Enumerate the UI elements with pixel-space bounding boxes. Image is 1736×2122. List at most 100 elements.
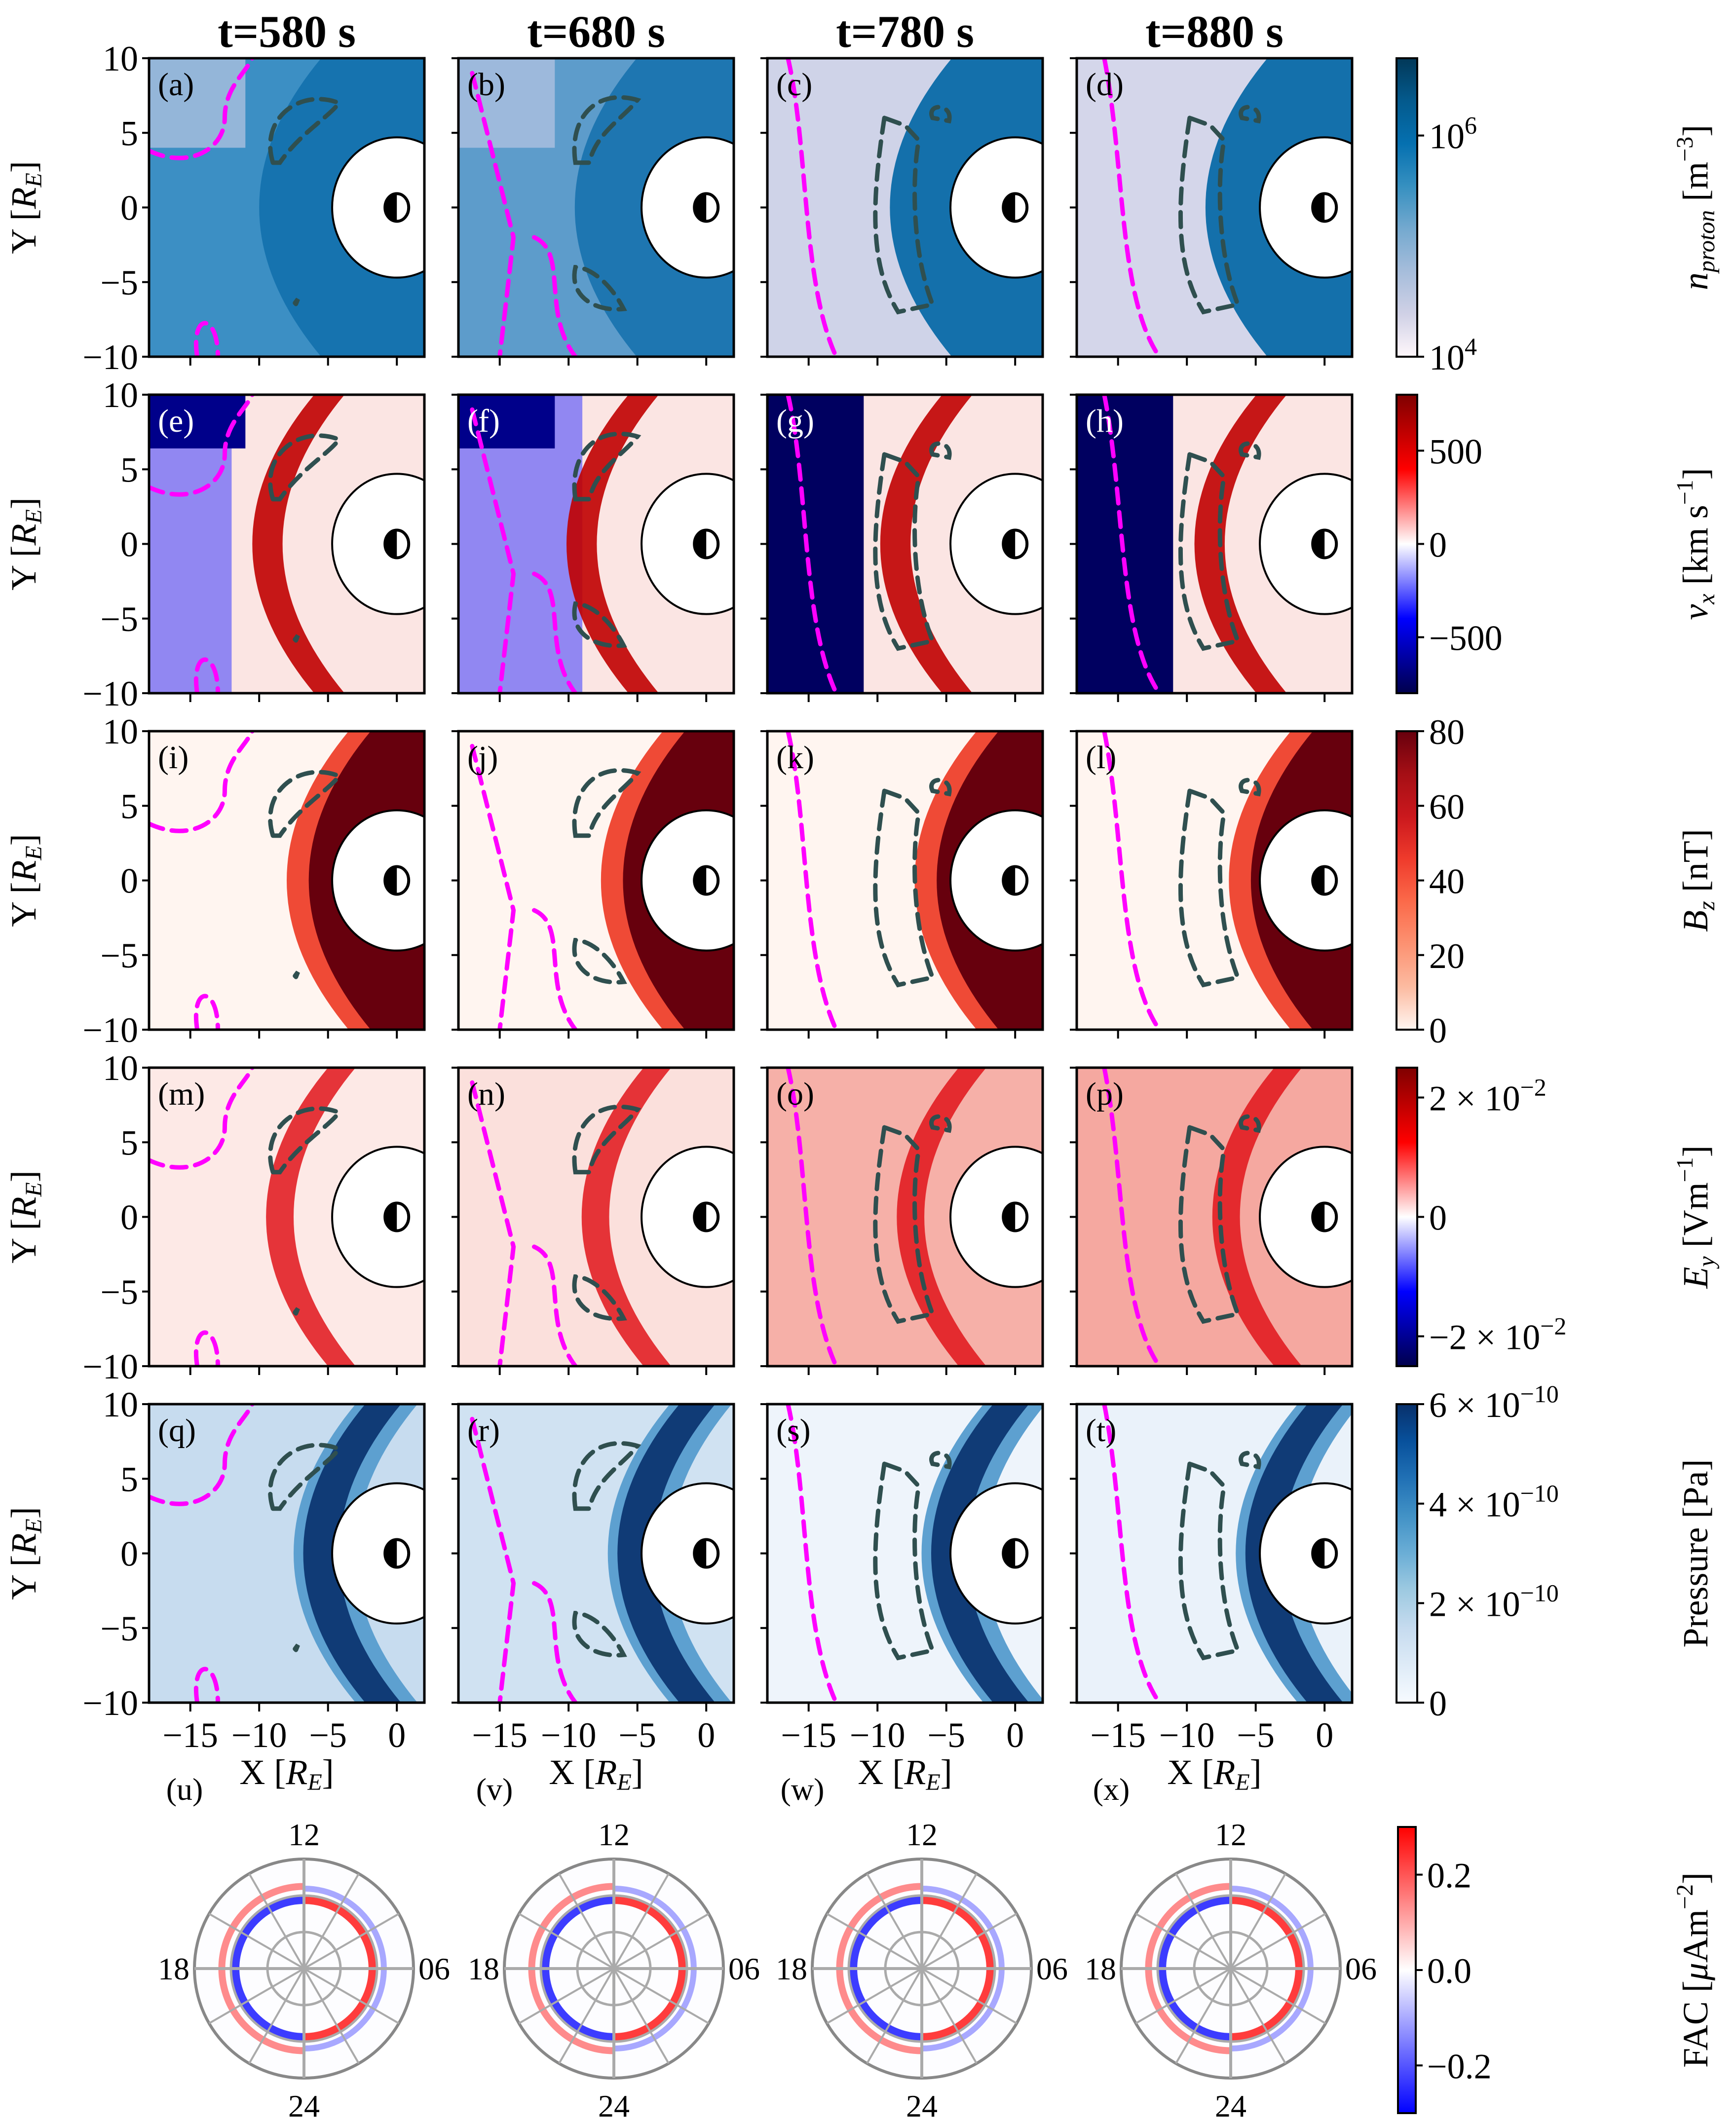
- y-tick-label: −5: [100, 1609, 138, 1648]
- earth-night-side: [385, 193, 397, 222]
- magenta-contour: [193, 1667, 220, 1703]
- x-tick-label: 0: [1316, 1715, 1333, 1755]
- y-tick-label: −10: [82, 1347, 138, 1386]
- polar-grid-spoke: [921, 1968, 978, 2064]
- strong-flow-patch: [149, 395, 246, 448]
- x-tick-label: 0: [697, 1715, 715, 1755]
- panel-letter: (d): [1086, 67, 1124, 103]
- mlt-label-24: 24: [288, 2088, 320, 2122]
- colorbar-tick-label: 2 × 10−10: [1429, 1579, 1559, 1624]
- panel-vx-2: (f): [452, 393, 735, 702]
- inner-boundary-circle: [641, 136, 734, 279]
- x-tick-label: −5: [309, 1715, 347, 1755]
- y-axis-label: Y [RE]: [4, 834, 47, 927]
- inner-boundary-circle: [331, 136, 424, 279]
- colorbar-tick-label: 20: [1429, 936, 1465, 976]
- panel-pressure-3: (s) −15 −10 −5 0 X [RE]: [760, 1403, 1044, 1795]
- slate-contour: [293, 634, 300, 643]
- x-tick-label: 0: [1006, 1715, 1024, 1755]
- x-tick-label: −15: [472, 1715, 528, 1755]
- polar-grid-spoke: [613, 1873, 670, 1970]
- slate-contour: [929, 778, 952, 797]
- polar-grid-spoke: [1230, 1968, 1326, 2024]
- magenta-contour: [531, 1581, 578, 1703]
- polar-grid-spoke: [613, 1968, 710, 2024]
- panel-letter: (b): [467, 67, 505, 103]
- polar-grid-spoke: [518, 1968, 614, 2024]
- colorbar-label: Pressure [Pa]: [1676, 1459, 1715, 1648]
- panel-letter: (f): [467, 403, 500, 439]
- panel-letter: (q): [158, 1413, 196, 1449]
- panel-letter: (e): [158, 403, 194, 439]
- panel-letter: (r): [467, 1413, 500, 1449]
- y-tick-label: 5: [120, 1123, 138, 1162]
- slate-contour: [1239, 105, 1261, 124]
- earth-night-side: [1313, 866, 1325, 894]
- panel-letter: (c): [776, 67, 812, 103]
- x-tick-label: 0: [388, 1715, 406, 1755]
- x-axis-label: X [RE]: [1167, 1752, 1261, 1795]
- panel-bz-1: (i) −10 −5 0 5 10 Y [RE]: [4, 712, 426, 1050]
- panel-bz-4: (l): [1070, 730, 1354, 1039]
- earth-night-side: [1313, 530, 1325, 558]
- polar-grid-spoke: [303, 1968, 360, 2064]
- polar-grid-spoke: [1230, 1873, 1286, 1970]
- mlt-label-18: 18: [468, 1951, 499, 1986]
- magenta-contour: [470, 744, 516, 1030]
- inner-boundary-circle: [331, 809, 424, 952]
- y-axis-label: Y [RE]: [4, 161, 47, 254]
- y-axis-label: Y [RE]: [4, 1507, 47, 1600]
- inner-boundary-circle: [949, 1482, 1043, 1625]
- y-tick-label: −5: [100, 936, 138, 975]
- mlt-label-06: 06: [728, 1951, 760, 1986]
- slate-contour: [293, 1643, 300, 1652]
- colorbar-tick-label: 40: [1429, 862, 1465, 901]
- magenta-contour: [470, 407, 516, 693]
- slate-contour: [572, 1441, 642, 1511]
- jet-band: [880, 395, 973, 693]
- magenta-contour: [786, 395, 838, 693]
- y-tick-label: −10: [82, 337, 138, 377]
- panel-letter: (t): [1086, 1413, 1116, 1449]
- x-axis-label: X [RE]: [549, 1752, 643, 1795]
- panel-pressure-1: (q) −15 −10 −5 0 −10 −5 0 5 10 X [RE] Y [RE]: [4, 1385, 426, 1795]
- y-tick-label: −10: [82, 1010, 138, 1050]
- inner-boundary-circle: [331, 473, 424, 615]
- polar-panel-1: (u) 12 24 18 06: [158, 1772, 450, 2122]
- magenta-contour: [531, 908, 578, 1030]
- slate-contour: [293, 1307, 300, 1316]
- colorbar-label: Ey [Vm−1]: [1672, 1145, 1720, 1289]
- y-axis-label: Y [RE]: [4, 497, 47, 591]
- ey-band: [266, 1068, 356, 1366]
- y-tick-label: 10: [103, 712, 138, 751]
- colorbar-tick-label: 500: [1429, 432, 1482, 471]
- slate-contour: [572, 432, 642, 502]
- colorbar-ey: 2 × 10−2 0 −2 × 10−2 Ey [Vm−1]: [1396, 1067, 1720, 1367]
- y-tick-label: −5: [100, 599, 138, 639]
- x-axis-label: X [RE]: [858, 1752, 952, 1795]
- colorbar-label: vx [km s−1]: [1672, 468, 1720, 620]
- colorbar-vx: 500 0 −500 vx [km s−1]: [1396, 394, 1720, 694]
- slate-contour: [572, 1274, 627, 1321]
- panel-letter: (v): [476, 1772, 513, 1807]
- polar-grid-spoke: [208, 1913, 305, 1970]
- pressure-band-core: [617, 1404, 716, 1703]
- inner-boundary-circle: [949, 473, 1043, 615]
- polar-panel-3: (w) 12 24 18 06: [776, 1772, 1068, 2122]
- magenta-contour: [470, 1080, 516, 1366]
- y-tick-label: 10: [103, 39, 138, 78]
- column-titles: t=580 s t=680 s t=780 s t=880 s: [218, 6, 1283, 57]
- polar-grid-spoke: [921, 1913, 1018, 1970]
- magenta-contour: [470, 71, 516, 357]
- panel-letter: (w): [781, 1772, 825, 1807]
- y-tick-label: 10: [103, 375, 138, 415]
- colorbar-tick-label: 80: [1429, 712, 1465, 752]
- y-tick-label: 10: [103, 1385, 138, 1424]
- column-title-2: t=680 s: [527, 6, 665, 57]
- colorbar-fac: 0.2 0.0 −0.2 FAC [μAm−2]: [1397, 1826, 1715, 2114]
- y-tick-label: 5: [120, 113, 138, 153]
- polar-grid-spoke: [866, 1968, 923, 2064]
- panel-ey-4: (p): [1070, 1066, 1354, 1375]
- mlt-label-12: 12: [288, 1817, 320, 1852]
- y-tick-label: 0: [120, 1534, 138, 1574]
